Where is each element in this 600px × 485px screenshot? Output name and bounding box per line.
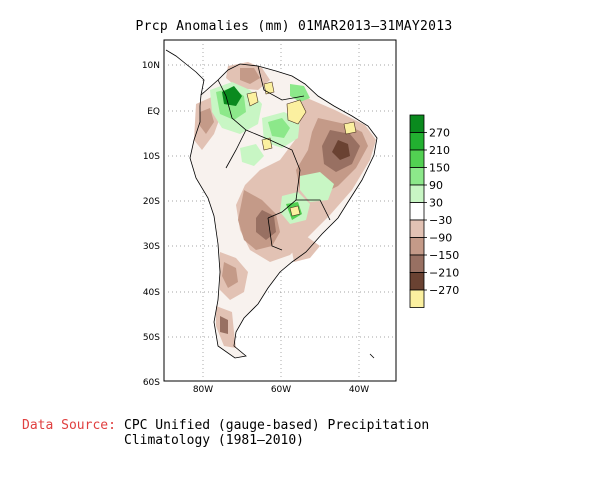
colorbar-swatch: [409, 219, 425, 238]
colorbar-swatch: [409, 167, 425, 186]
colorbar-label: 210: [429, 144, 450, 157]
colorbar-label: 270: [429, 127, 450, 140]
colorbar-label: −90: [429, 232, 452, 245]
lat-label: 30S: [143, 242, 160, 252]
lon-label: 60W: [271, 385, 291, 395]
lat-label: 10S: [143, 152, 160, 162]
lat-label: EQ: [147, 107, 160, 117]
latitude-labels: 10N EQ 10S 20S 30S 40S 50S 60S: [142, 61, 160, 388]
lat-label: 50S: [143, 333, 160, 343]
data-source: Data Source: CPC Unified (gauge-based) P…: [22, 418, 429, 448]
lat-label: 40S: [143, 288, 160, 298]
colorbar-swatch: [409, 272, 425, 291]
coastlines: [165, 49, 378, 359]
extreme-dry-anomalies: [246, 81, 357, 217]
lon-label: 40W: [349, 385, 369, 395]
colorbar-swatch: [409, 132, 425, 151]
map-title: Prcp Anomalies (mm) 01MAR2013–31MAY2013: [135, 19, 453, 34]
longitude-labels: 80W 60W 40W: [193, 385, 369, 395]
colorbar-swatch: [409, 202, 425, 221]
colorbar-label: −270: [429, 284, 459, 297]
colorbar-swatch: [409, 289, 425, 308]
data-source-line: Climatology (1981–2010): [124, 433, 305, 448]
data-source-line: CPC Unified (gauge-based) Precipitation: [124, 418, 430, 433]
colorbar-swatch: [409, 149, 425, 168]
colorbar-swatch: [409, 114, 425, 133]
lon-label: 80W: [193, 385, 213, 395]
colorbar-label: −30: [429, 214, 452, 227]
colorbar-label: −150: [429, 249, 459, 262]
lat-label: 10N: [142, 61, 160, 71]
colorbar-label: 30: [429, 197, 443, 210]
data-source-text: CPC Unified (gauge-based) Precipitation …: [124, 418, 429, 448]
colorbar-swatch: [409, 237, 425, 256]
colorbar-label: 150: [429, 162, 450, 175]
lat-label: 20S: [143, 197, 160, 207]
colorbar-swatch: [409, 184, 425, 203]
colorbar-swatch: [409, 254, 425, 273]
data-source-label: Data Source:: [22, 418, 116, 433]
colorbar: 270 210 150 90 30 −30 −90 −150 −210 −270: [409, 114, 459, 308]
colorbar-label: −210: [429, 267, 459, 280]
colorbar-label: 90: [429, 179, 443, 192]
lat-label: 60S: [143, 378, 160, 388]
